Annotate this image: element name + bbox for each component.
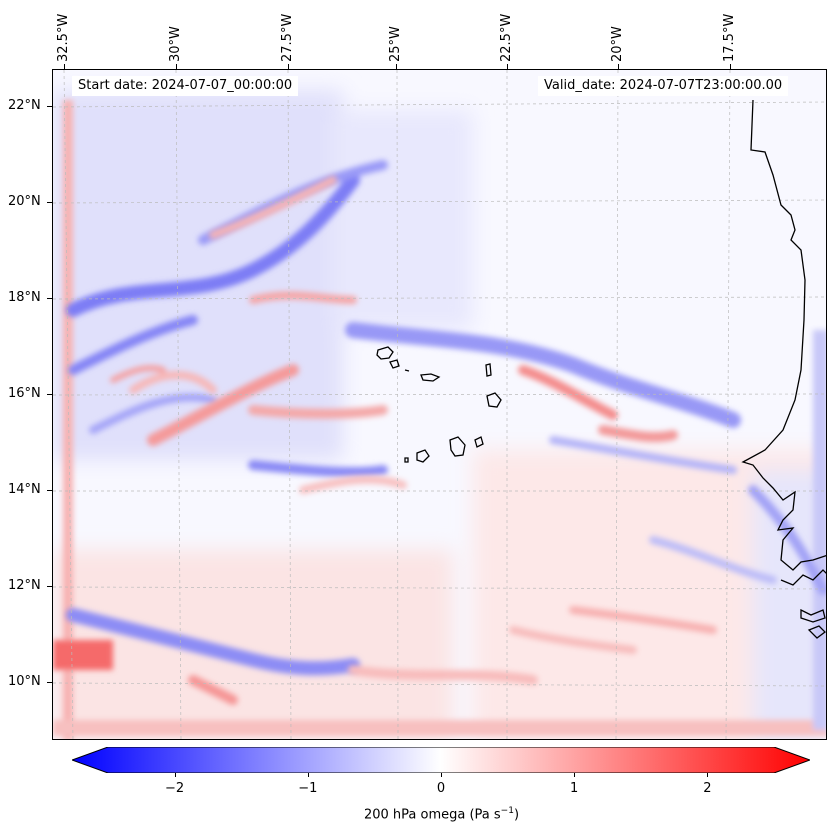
latitude-tick — [47, 298, 52, 299]
longitude-tick — [618, 64, 619, 69]
coastline — [376, 99, 826, 639]
colorbar-tick-label: 1 — [570, 781, 579, 796]
longitude-label: 22.5°W — [499, 13, 514, 62]
longitude-tick — [507, 64, 508, 69]
colorbar-tick — [174, 773, 176, 777]
longitude-label: 20°W — [610, 26, 625, 62]
longitude-tick — [730, 64, 731, 69]
red-bands — [110, 176, 717, 705]
latitude-label: 16°N — [8, 386, 41, 401]
colorbar-label-close: ) — [513, 807, 520, 823]
broad-shading — [53, 90, 826, 739]
longitude-label: 30°W — [168, 26, 183, 62]
longitude-label: 25°W — [388, 26, 403, 62]
longitude-tick — [288, 64, 289, 69]
colorbar — [72, 747, 810, 773]
latitude-tick — [47, 106, 52, 107]
blue-bands — [66, 160, 826, 676]
latitude-tick — [47, 202, 52, 203]
latitude-label: 18°N — [8, 290, 41, 305]
colorbar-tick — [441, 773, 442, 777]
colorbar-label: 200 hPa omega (Pa s−1) — [0, 806, 837, 822]
latitude-label: 10°N — [8, 674, 41, 689]
latitude-label: 20°N — [8, 194, 41, 209]
latitude-label: 22°N — [8, 98, 41, 113]
longitude-label: 27.5°W — [280, 13, 295, 62]
omega-field-map — [53, 70, 826, 739]
latitude-tick — [47, 682, 52, 683]
start-date-label: Start date: 2024-07-07_00:00:00 — [72, 76, 299, 96]
colorbar-tick-label: −1 — [298, 781, 318, 796]
latitude-label: 12°N — [8, 578, 41, 593]
longitude-tick — [176, 64, 177, 69]
latitude-tick — [47, 490, 52, 491]
latitude-label: 14°N — [8, 482, 41, 497]
longitude-tick — [64, 64, 65, 69]
gridlines — [53, 70, 826, 739]
valid-date-label: Valid_date: 2024-07-07T23:00:00.00 — [538, 76, 789, 96]
latitude-tick — [47, 586, 52, 587]
colorbar-label-text: 200 hPa omega (Pa s — [363, 807, 501, 823]
colorbar-tick-label: 2 — [703, 781, 712, 796]
map-plot-area — [52, 69, 827, 740]
colorbar-tick — [574, 773, 576, 777]
colorbar-tick-label: 0 — [436, 781, 446, 796]
colorbar-tick-label: −2 — [165, 781, 185, 796]
latitude-tick — [47, 394, 52, 395]
longitude-tick — [396, 64, 397, 69]
colorbar-tick — [707, 773, 709, 777]
colorbar-tick — [307, 773, 309, 777]
colorbar-body — [72, 747, 810, 773]
colorbar-label-exponent: −1 — [500, 806, 514, 816]
longitude-label: 17.5°W — [722, 13, 737, 62]
longitude-label: 32.5°W — [56, 13, 71, 62]
